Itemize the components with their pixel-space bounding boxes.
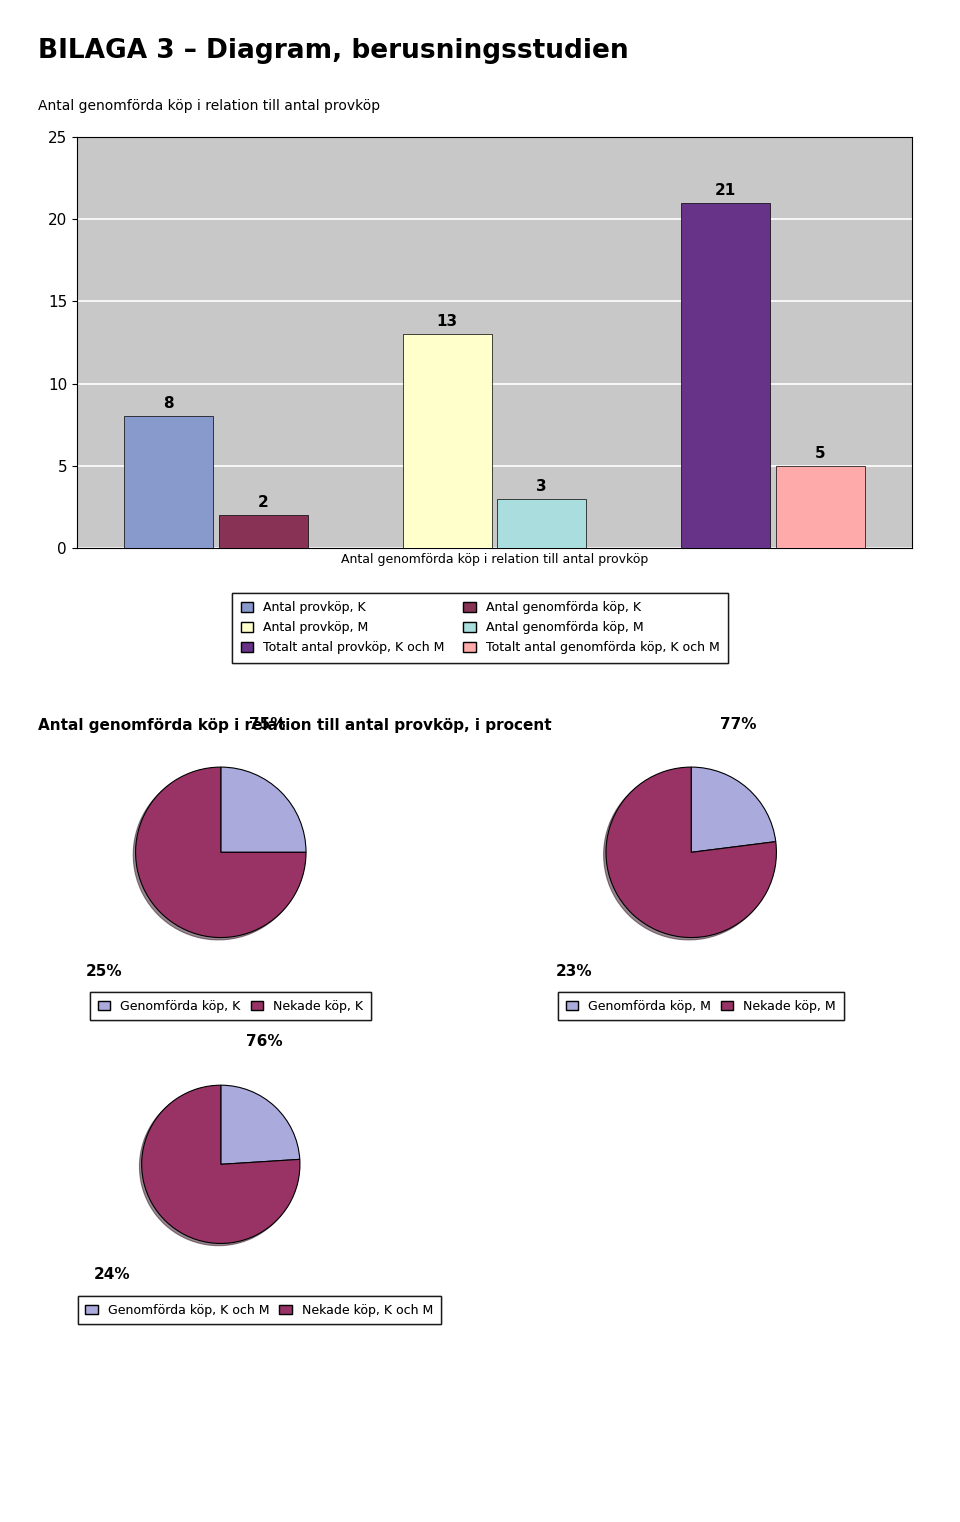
Text: 21: 21 xyxy=(715,183,736,198)
Bar xyxy=(124,417,213,548)
Legend: Genomförda köp, K och M, Nekade köp, K och M: Genomförda köp, K och M, Nekade köp, K o… xyxy=(78,1297,441,1324)
Wedge shape xyxy=(135,767,306,938)
Text: Antal genomförda köp i relation till antal provköp, i procent: Antal genomförda köp i relation till ant… xyxy=(38,718,552,734)
Legend: Genomförda köp, M, Nekade köp, M: Genomförda köp, M, Nekade köp, M xyxy=(558,992,844,1020)
Text: 5: 5 xyxy=(815,446,826,461)
Text: 3: 3 xyxy=(537,479,547,493)
Wedge shape xyxy=(606,767,777,938)
Bar xyxy=(402,335,492,548)
Wedge shape xyxy=(221,1085,300,1164)
Text: 23%: 23% xyxy=(556,963,592,979)
Wedge shape xyxy=(691,767,776,852)
Text: Antal genomförda köp i relation till antal provköp: Antal genomförda köp i relation till ant… xyxy=(38,99,380,113)
Bar xyxy=(219,514,308,548)
Text: BILAGA 3 – Diagram, berusningsstudien: BILAGA 3 – Diagram, berusningsstudien xyxy=(38,38,629,64)
Text: 13: 13 xyxy=(437,315,458,329)
Text: 75%: 75% xyxy=(250,717,286,732)
Text: 8: 8 xyxy=(163,397,174,411)
Bar xyxy=(776,466,865,548)
X-axis label: Antal genomförda köp i relation till antal provköp: Antal genomförda köp i relation till ant… xyxy=(341,554,648,566)
Wedge shape xyxy=(142,1085,300,1243)
Text: 2: 2 xyxy=(258,495,269,510)
Text: 77%: 77% xyxy=(720,717,756,732)
Bar xyxy=(497,499,587,548)
Legend: Antal provköp, K, Antal provköp, M, Totalt antal provköp, K och M, Antal genomfö: Antal provköp, K, Antal provköp, M, Tota… xyxy=(231,592,729,664)
Wedge shape xyxy=(221,767,306,852)
Text: 76%: 76% xyxy=(246,1033,282,1049)
Bar xyxy=(681,202,770,548)
Text: 24%: 24% xyxy=(94,1268,131,1282)
Legend: Genomförda köp, K, Nekade köp, K: Genomförda köp, K, Nekade köp, K xyxy=(90,992,371,1020)
Text: 25%: 25% xyxy=(85,963,122,979)
